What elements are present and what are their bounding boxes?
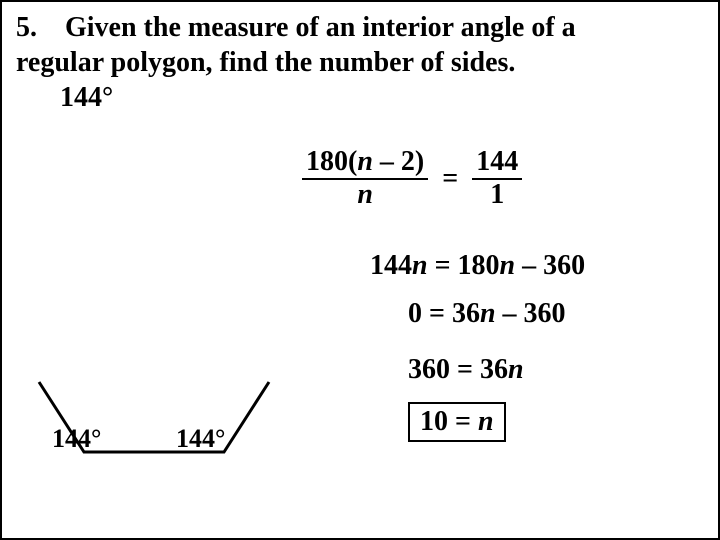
angle-label-right: 144°: [176, 424, 225, 454]
work-step-2: 0 = 36n – 360: [408, 298, 566, 330]
formula-right-numerator: 144: [472, 147, 522, 180]
given-angle: 144°: [60, 82, 704, 114]
problem-statement: 5. Given the measure of an interior angl…: [16, 10, 704, 80]
formula-left-fraction: 180(n – 2) n: [302, 147, 428, 211]
formula-left-denominator: n: [353, 180, 377, 211]
problem-line1: Given the measure of an interior angle o…: [65, 12, 576, 43]
formula-right-denominator: 1: [486, 180, 508, 211]
work-step-1: 144n = 180n – 360: [370, 250, 585, 282]
answer-box: 10 = n: [408, 402, 506, 442]
problem-number: 5.: [16, 12, 37, 43]
polygon-diagram: 144° 144°: [24, 372, 284, 522]
page-frame: 5. Given the measure of an interior angl…: [0, 0, 720, 540]
formula-right-fraction: 144 1: [472, 147, 522, 211]
work-step-4: 10 = n: [408, 402, 506, 442]
angle-label-left: 144°: [52, 424, 101, 454]
equals-sign: =: [442, 163, 458, 195]
formula-equation: 180(n – 2) n = 144 1: [302, 147, 522, 211]
formula-left-numerator: 180(n – 2): [302, 147, 428, 180]
problem-line2: regular polygon, find the number of side…: [16, 47, 515, 78]
work-step-3: 360 = 36n: [408, 354, 524, 386]
